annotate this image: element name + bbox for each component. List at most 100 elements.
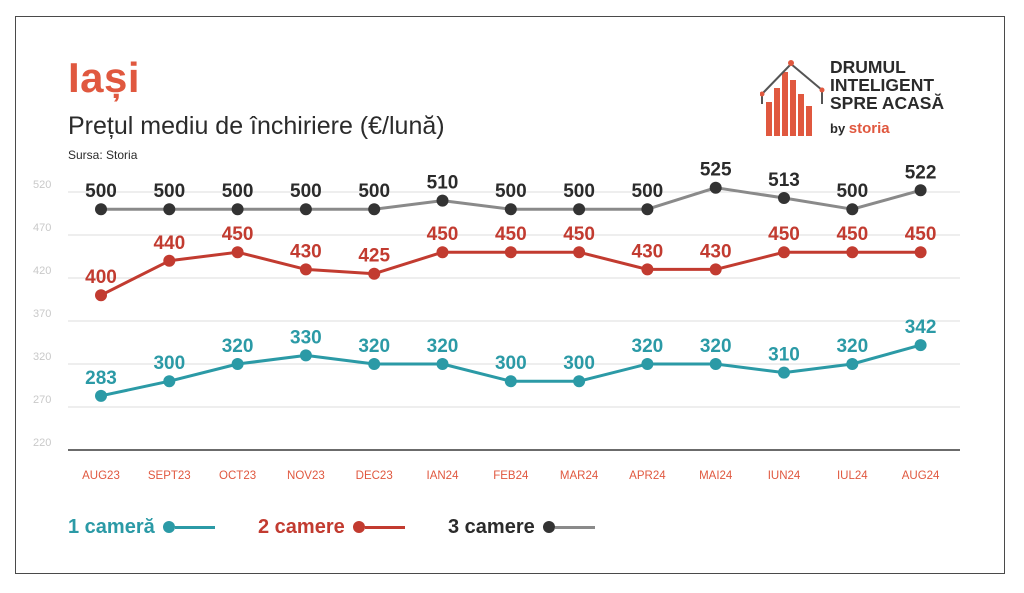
data-point <box>231 358 244 370</box>
data-label: 525 <box>700 160 732 181</box>
brand-logo: DRUMUL INTELIGENT SPRE ACASĂ by storia <box>759 58 970 142</box>
data-point <box>504 375 517 388</box>
data-label: 500 <box>563 181 595 202</box>
data-label: 310 <box>768 345 800 366</box>
data-label: 300 <box>495 353 527 374</box>
x-tick-label: NOV23 <box>287 470 325 482</box>
x-tick-label: APR24 <box>629 470 666 482</box>
data-point <box>914 339 927 352</box>
legend-swatch-1 <box>162 520 223 534</box>
data-point <box>299 349 312 362</box>
data-label: 430 <box>290 241 322 262</box>
x-tick-label: FEB24 <box>493 470 529 482</box>
data-label: 440 <box>153 233 185 254</box>
data-label: 500 <box>222 181 254 202</box>
data-point <box>709 358 722 370</box>
data-label: 450 <box>905 224 937 245</box>
logo-by: by <box>830 121 846 136</box>
chart-frame <box>15 16 1005 574</box>
data-label: 500 <box>836 181 868 202</box>
data-label: 500 <box>358 181 390 202</box>
legend-label-2: 2 camere <box>258 515 345 538</box>
data-label: 450 <box>427 224 459 245</box>
data-point <box>368 267 381 280</box>
y-tick-label: 420 <box>33 265 51 277</box>
data-point <box>368 203 381 216</box>
legend-swatch-2 <box>352 520 413 534</box>
data-label: 450 <box>495 224 527 245</box>
data-point <box>436 358 449 370</box>
house-bars-icon <box>759 60 825 136</box>
data-label: 513 <box>768 170 800 191</box>
data-point <box>163 203 176 216</box>
y-tick-label: 370 <box>33 308 51 320</box>
data-point <box>641 203 654 216</box>
logo-byline: by storia <box>830 120 890 137</box>
data-point <box>914 184 927 197</box>
data-label: 320 <box>836 336 868 357</box>
data-label: 450 <box>836 224 868 245</box>
data-point <box>436 194 449 207</box>
data-label: 430 <box>632 241 664 262</box>
data-point <box>231 203 244 216</box>
x-tick-label: OCT23 <box>219 470 256 482</box>
y-tick-label: 270 <box>33 394 51 406</box>
x-tick-label: IAN24 <box>427 470 460 482</box>
y-tick-label: 520 <box>33 179 51 191</box>
x-tick-label: SEPT23 <box>148 470 191 482</box>
data-point <box>778 192 790 205</box>
data-point <box>95 203 107 216</box>
data-point <box>299 203 312 216</box>
chart-subtitle: Prețul mediu de închiriere (€/lună) <box>68 112 445 140</box>
data-label: 500 <box>85 181 117 202</box>
data-point <box>641 263 654 276</box>
data-point <box>436 246 449 259</box>
data-label: 450 <box>563 224 595 245</box>
data-point <box>573 246 586 259</box>
data-point <box>846 358 859 370</box>
data-label: 500 <box>153 181 185 202</box>
data-point <box>709 263 722 276</box>
data-point <box>846 246 859 259</box>
data-label: 320 <box>222 336 254 357</box>
x-tick-label: IUL24 <box>837 470 868 482</box>
source-note: Sursa: Storia <box>68 148 138 162</box>
legend-item-3: 3 camere <box>448 512 603 542</box>
data-label: 330 <box>290 327 322 348</box>
legend-item-1: 1 cameră <box>68 512 223 542</box>
data-point <box>778 246 790 259</box>
logo-brand: storia <box>848 120 890 137</box>
data-point <box>95 289 107 302</box>
data-label: 283 <box>85 368 117 389</box>
data-point <box>914 246 927 259</box>
data-label: 320 <box>427 336 459 357</box>
data-point <box>299 263 312 276</box>
data-point <box>641 358 654 370</box>
data-point <box>778 366 790 379</box>
data-label: 425 <box>358 246 390 267</box>
legend-item-2: 2 camere <box>258 512 413 542</box>
x-tick-label: AUG24 <box>902 470 940 482</box>
data-label: 500 <box>632 181 664 202</box>
data-label: 522 <box>905 162 937 183</box>
data-label: 320 <box>632 336 664 357</box>
data-label: 430 <box>700 241 732 262</box>
y-tick-label: 220 <box>33 437 51 449</box>
data-point <box>846 203 859 216</box>
data-point <box>709 181 722 194</box>
legend-label-3: 3 camere <box>448 515 535 538</box>
data-label: 450 <box>768 224 800 245</box>
data-point <box>573 203 586 216</box>
data-label: 500 <box>495 181 527 202</box>
data-point <box>573 375 586 388</box>
data-label: 342 <box>905 317 937 338</box>
data-label: 450 <box>222 224 254 245</box>
logo-line-2: INTELIGENT <box>830 75 935 95</box>
x-tick-label: MAR24 <box>560 470 599 482</box>
data-point <box>95 389 107 402</box>
page-title: Iași <box>68 54 141 101</box>
data-label: 320 <box>358 336 390 357</box>
x-tick-label: IUN24 <box>768 470 801 482</box>
series-line <box>100 250 921 297</box>
